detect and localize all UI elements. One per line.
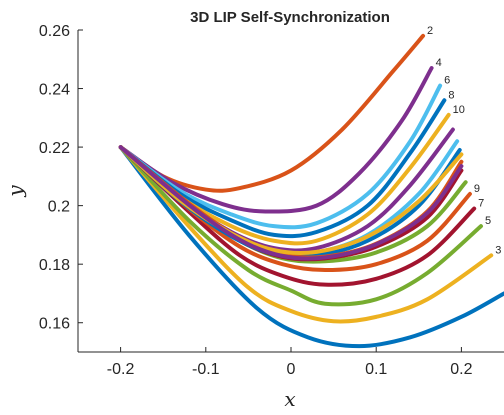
axes-group bbox=[77, 30, 504, 353]
series-line-1 bbox=[118, 145, 504, 349]
x-tick-label: -0.2 bbox=[107, 361, 135, 378]
y-tick-label: 0.26 bbox=[39, 23, 70, 40]
series-line-7 bbox=[118, 145, 477, 287]
series-end-label: 3 bbox=[495, 244, 501, 256]
y-tick-label: 0.24 bbox=[39, 82, 70, 99]
y-tick-label: 0.16 bbox=[39, 316, 70, 333]
series-line-3 bbox=[118, 145, 494, 324]
series-line-4 bbox=[118, 66, 434, 214]
chart-title: 3D LIP Self-Synchronization bbox=[190, 9, 390, 26]
x-axis-label: x bbox=[284, 387, 295, 411]
series-line-8 bbox=[118, 98, 447, 239]
y-ticks-group: 0.16 0.18 0.2 0.22 0.24 0.26 bbox=[39, 23, 83, 333]
curves-group bbox=[118, 33, 504, 349]
series-end-label: 10 bbox=[453, 104, 465, 116]
series-end-label: 7 bbox=[478, 198, 484, 210]
y-axis-label: y bbox=[3, 185, 27, 198]
x-ticks-group: -0.2 -0.1 0 0.1 0.2 bbox=[107, 347, 473, 378]
series-line-inner-17 bbox=[118, 145, 464, 261]
series-end-label: 5 bbox=[485, 215, 491, 227]
x-tick-label: -0.1 bbox=[192, 361, 220, 378]
series-end-label: 9 bbox=[474, 183, 480, 195]
curve-labels-group: 12345678910 bbox=[427, 25, 501, 257]
series-end-label: 6 bbox=[444, 75, 450, 87]
x-tick-label: 0.2 bbox=[450, 361, 472, 378]
y-tick-label: 0.18 bbox=[39, 257, 70, 274]
series-end-label: 4 bbox=[436, 57, 442, 69]
series-line-2 bbox=[118, 33, 426, 193]
x-tick-label: 0 bbox=[287, 361, 296, 378]
y-tick-label: 0.22 bbox=[39, 140, 70, 157]
x-tick-label: 0.1 bbox=[365, 361, 387, 378]
series-end-label: 2 bbox=[427, 25, 433, 37]
y-tick-label: 0.2 bbox=[48, 199, 70, 216]
series-line-6 bbox=[118, 83, 443, 230]
series-line-5 bbox=[118, 145, 483, 307]
series-end-label: 8 bbox=[448, 89, 454, 101]
